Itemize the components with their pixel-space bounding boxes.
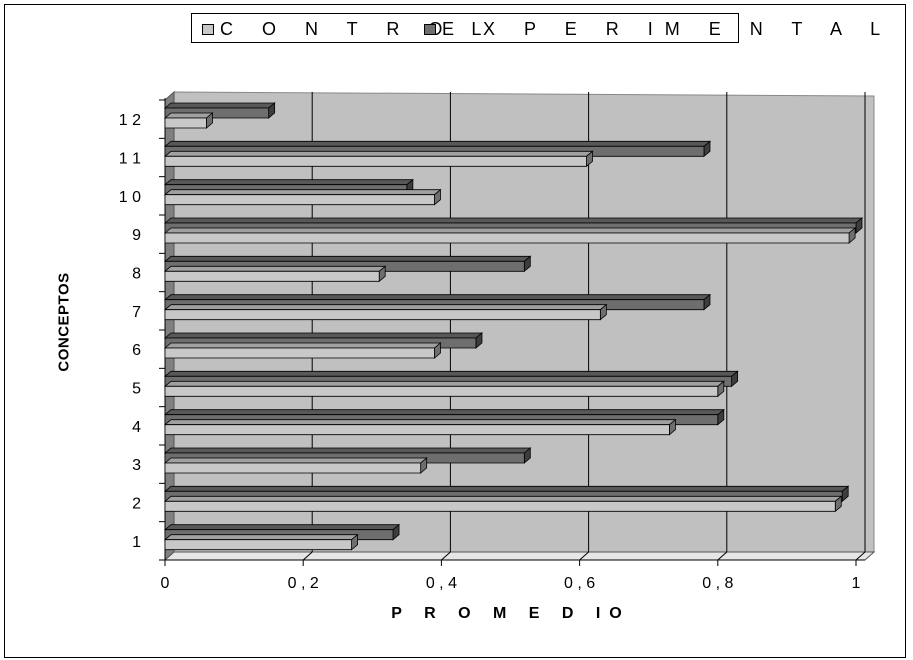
y-tick-label: 1 xyxy=(132,534,141,551)
x-gridline-floor xyxy=(717,551,728,561)
x-tick-label: 0 xyxy=(161,575,170,592)
y-axis-label: CONCEPTOS xyxy=(55,272,73,372)
bar-control xyxy=(163,418,677,436)
legend-item-experimental: E X P E R IM E N T A L xyxy=(424,20,892,38)
bar-control xyxy=(163,342,442,359)
plot-floor xyxy=(163,551,876,561)
x-gridline-floor xyxy=(579,551,589,561)
bar-control xyxy=(163,227,857,244)
x-gridline-floor xyxy=(441,551,451,561)
x-gridline-floor xyxy=(855,551,866,561)
y-tick-label: 4 xyxy=(132,419,141,436)
bar-control xyxy=(163,533,359,551)
legend-swatch-experimental xyxy=(424,23,436,35)
x-tick-label: 1 xyxy=(852,575,861,592)
y-tick-label: 1 1 xyxy=(119,151,141,168)
y-tick-label: 5 xyxy=(132,381,141,398)
x-axis-label: P R O M E D IO xyxy=(391,605,631,622)
legend-swatch-control xyxy=(202,23,214,35)
chart-frame xyxy=(4,4,906,658)
y-tick-label: 9 xyxy=(132,227,141,244)
x-tick-label: 0 , 8 xyxy=(702,575,733,592)
bar-control xyxy=(163,150,594,168)
x-gridline-floor xyxy=(302,551,313,561)
legend-label-control: C O N T R O L xyxy=(220,19,494,39)
bar-control xyxy=(163,112,214,129)
bar-control xyxy=(163,380,725,398)
y-tick-label: 8 xyxy=(132,266,141,283)
bar-control xyxy=(163,188,442,206)
x-tick-label: 0 , 2 xyxy=(288,575,319,592)
bar-control xyxy=(163,265,387,283)
bar-control xyxy=(163,303,608,321)
bar-control xyxy=(163,457,428,474)
y-tick-label: 2 xyxy=(132,496,141,513)
bar-experimental xyxy=(163,102,276,119)
y-tick-label: 1 2 xyxy=(119,112,141,129)
legend-label-experimental: E X P E R IM E N T A L xyxy=(442,19,893,39)
bar-control xyxy=(163,495,843,513)
x-tick-label: 0 , 6 xyxy=(564,575,595,592)
x-tick-label: 0 , 4 xyxy=(426,575,457,592)
legend-item-control: C O N T R O L xyxy=(202,20,493,38)
y-tick-label: 1 0 xyxy=(119,189,141,206)
y-tick-label: 6 xyxy=(132,342,141,359)
legend: C O N T R O L E X P E R IM E N T A L xyxy=(191,13,880,43)
y-tick-label: 7 xyxy=(132,304,141,321)
y-tick-label: 3 xyxy=(132,457,141,474)
